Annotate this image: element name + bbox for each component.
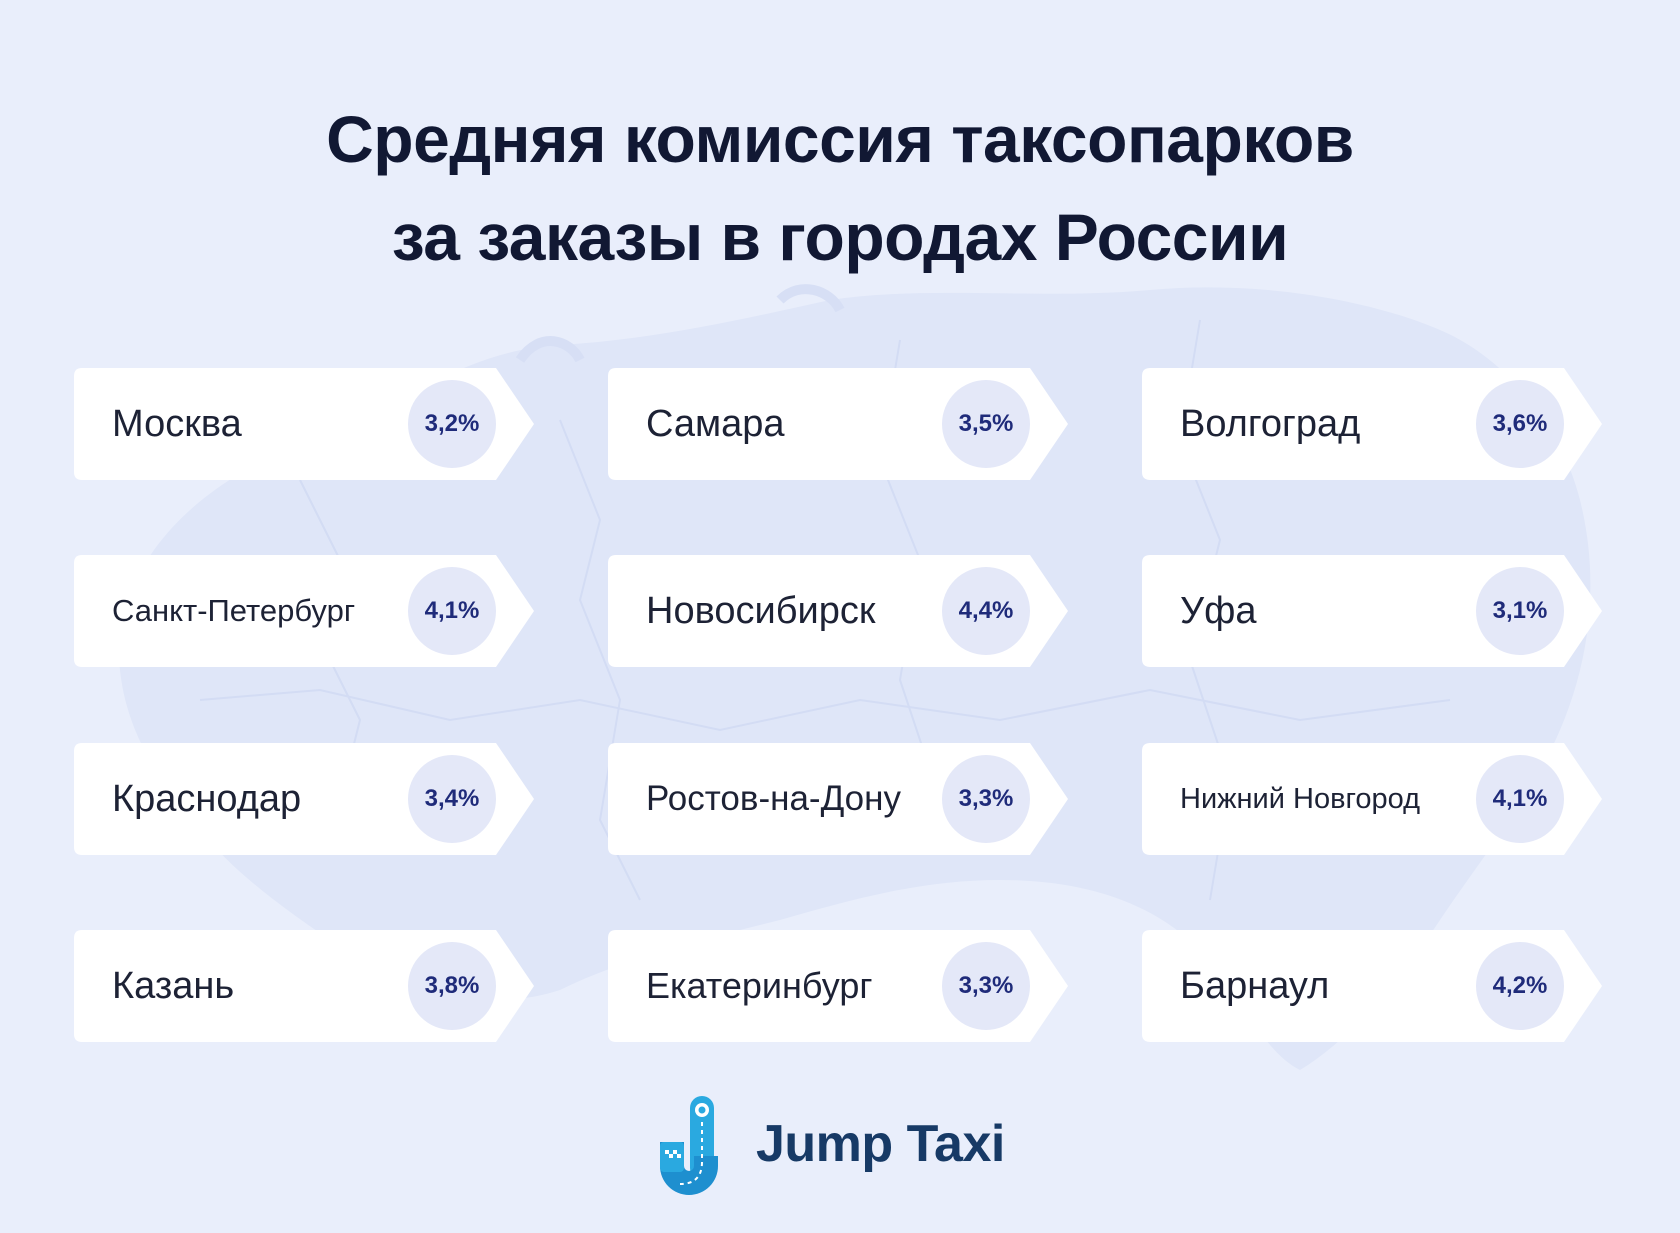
city-name: Ростов-на-Дону — [646, 779, 901, 818]
city-name: Самара — [646, 402, 785, 445]
commission-badge: 4,2% — [1476, 942, 1564, 1030]
city-card: Самара 3,5% — [608, 368, 1068, 480]
city-card: Ростов-на-Дону 3,3% — [608, 743, 1068, 855]
city-card: Барнаул 4,2% — [1142, 930, 1602, 1042]
city-card: Екатеринбург 3,3% — [608, 930, 1068, 1042]
brand-name: Jump Taxi — [756, 1115, 1005, 1173]
city-card: Казань 3,8% — [74, 930, 534, 1042]
city-card: Новосибирск 4,4% — [608, 555, 1068, 667]
city-name: Новосибирск — [646, 589, 876, 632]
commission-badge: 3,8% — [408, 942, 496, 1030]
jump-taxi-logo-icon — [660, 1096, 718, 1195]
city-name: Москва — [112, 402, 242, 445]
city-card: Нижний Новгород 4,1% — [1142, 743, 1602, 855]
commission-badge: 3,5% — [942, 380, 1030, 468]
cities-grid: Москва 3,2% Самара 3,5% Волгоград 3,6% С… — [74, 368, 1604, 1043]
jump-taxi-logo: Jump Taxi — [656, 1092, 1005, 1196]
commission-badge: 4,1% — [408, 567, 496, 655]
commission-badge: 3,3% — [942, 942, 1030, 1030]
title-line-1: Средняя комиссия таксопарков — [326, 102, 1354, 176]
commission-badge: 3,2% — [408, 380, 496, 468]
city-card: Санкт-Петербург 4,1% — [74, 555, 534, 667]
city-name: Екатеринбург — [646, 965, 873, 1006]
page-title: Средняя комиссия таксопарков за заказы в… — [0, 90, 1680, 286]
city-name: Краснодар — [112, 777, 302, 820]
commission-badge: 3,6% — [1476, 380, 1564, 468]
commission-badge: 3,1% — [1476, 567, 1564, 655]
city-card: Уфа 3,1% — [1142, 555, 1602, 667]
city-name: Нижний Новгород — [1180, 782, 1421, 815]
city-name: Волгоград — [1180, 402, 1361, 445]
commission-badge: 4,1% — [1476, 755, 1564, 843]
city-card: Волгоград 3,6% — [1142, 368, 1602, 480]
city-name: Уфа — [1180, 589, 1257, 632]
commission-badge: 3,4% — [408, 755, 496, 843]
title-line-2: за заказы в городах России — [391, 200, 1289, 274]
city-card: Москва 3,2% — [74, 368, 534, 480]
city-name: Казань — [112, 964, 235, 1007]
commission-badge: 3,3% — [942, 755, 1030, 843]
commission-badge: 4,4% — [942, 567, 1030, 655]
city-name: Барнаул — [1180, 964, 1330, 1007]
city-name: Санкт-Петербург — [112, 593, 356, 628]
city-card: Краснодар 3,4% — [74, 743, 534, 855]
